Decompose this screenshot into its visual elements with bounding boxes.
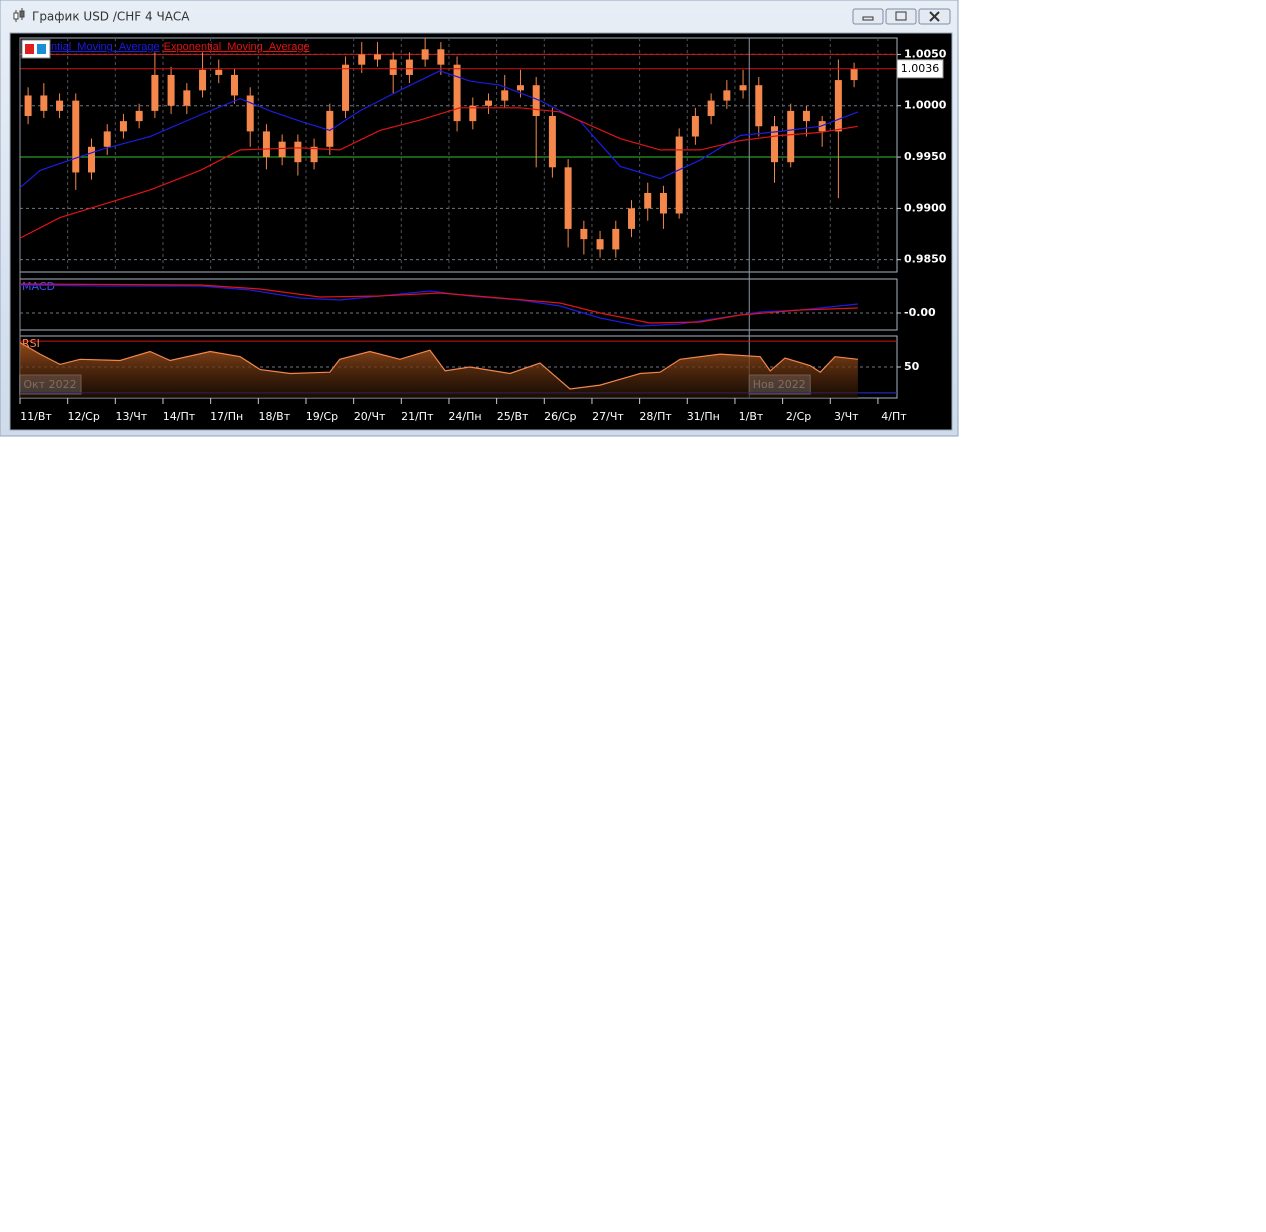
candle-body: [135, 110, 143, 122]
candle-body: [771, 126, 779, 163]
candle-body: [580, 228, 588, 240]
y-tick-label: 0.9850: [904, 253, 947, 266]
candle-body: [739, 85, 747, 91]
x-tick-label: 11/Вт: [20, 410, 52, 423]
candle-body: [56, 100, 64, 111]
candle-body: [262, 131, 270, 158]
candle-body: [755, 85, 763, 127]
legend-icon-red: [25, 44, 34, 54]
candle-body: [373, 54, 381, 60]
candle-body: [691, 116, 699, 137]
candle-body: [802, 110, 810, 122]
y-tick-label: -0.00: [904, 306, 936, 319]
x-tick-label: 19/Ср: [306, 410, 338, 423]
x-tick-label: 18/Вт: [258, 410, 290, 423]
candle-body: [707, 100, 715, 116]
candle-body: [405, 59, 413, 75]
candle-body: [659, 192, 667, 214]
candle-body: [103, 131, 111, 147]
candle-body: [453, 64, 461, 122]
candle-body: [596, 239, 604, 250]
candle-body: [850, 68, 858, 81]
current-price-box: [896, 59, 944, 79]
candle-body: [230, 74, 238, 96]
candle-body: [215, 69, 223, 75]
x-tick-label: 25/Вт: [497, 410, 529, 423]
restore-button[interactable]: [885, 8, 917, 25]
candle-body: [787, 110, 795, 163]
candle-body: [151, 74, 159, 111]
candle-body: [199, 69, 207, 91]
candle-body: [358, 54, 366, 65]
x-tick-label: 31/Пн: [687, 410, 720, 423]
candle-body: [501, 90, 509, 101]
y-tick-label: 0.9950: [904, 150, 947, 163]
x-tick-label: 20/Чт: [354, 410, 386, 423]
candle-body: [469, 105, 477, 122]
window-icon: [13, 8, 25, 22]
panel-title: MACD: [22, 280, 55, 293]
candle-body: [628, 208, 636, 229]
legend-label: Exponential_Moving_Average: [164, 41, 310, 53]
chart-layer: 0.9850 0.9900 0.9950 1.0000 1.0050 11/Вт 12/Ср…: [19, 38, 947, 423]
x-tick-label: 2/Ср: [786, 410, 811, 423]
candle-body: [723, 90, 731, 101]
candle-body: [532, 85, 540, 116]
candle-body: [310, 146, 318, 163]
y-tick-label: 50: [904, 360, 920, 373]
candle-body: [278, 141, 286, 158]
candle-body: [834, 80, 842, 132]
candle-body: [87, 146, 95, 173]
candle-body: [548, 116, 556, 168]
y-tick-label: 1.0050: [904, 47, 947, 60]
area: [20, 342, 858, 398]
candle-body: [294, 141, 302, 163]
legend-label: ntial_Moving_Average: [51, 41, 160, 53]
candle-body: [516, 85, 524, 91]
legend-icon-blue: [37, 44, 46, 54]
candle-body: [24, 95, 32, 116]
x-tick-label: 28/Пт: [639, 410, 672, 423]
x-tick-label: 12/Ср: [67, 410, 99, 423]
x-tick-label: 27/Чт: [592, 410, 624, 423]
x-tick-label: 4/Пт: [881, 410, 907, 423]
x-tick-label: 3/Чт: [834, 410, 859, 423]
x-tick-label: 13/Чт: [115, 410, 147, 423]
candle-body: [421, 49, 429, 60]
candle-body: [246, 95, 254, 132]
candle-body: [389, 59, 397, 75]
candle-body: [40, 95, 48, 111]
candle-body: [342, 64, 350, 111]
close-button[interactable]: [918, 8, 951, 25]
candle-body: [818, 121, 826, 132]
candle-body: [675, 136, 683, 214]
y-tick-label: 0.9900: [904, 201, 947, 214]
current-price-label: 1.0036: [901, 62, 940, 75]
candle-body: [612, 228, 620, 250]
candle-body: [183, 90, 191, 106]
line: [19, 341, 858, 390]
line: [19, 70, 859, 189]
candle-body: [437, 49, 445, 65]
candle-body: [72, 100, 80, 173]
line: [19, 283, 858, 324]
minimize-button[interactable]: [852, 8, 884, 25]
x-tick-label: 17/Пн: [210, 410, 243, 423]
window-title: График USD /CHF 4 ЧАСА: [32, 10, 190, 24]
candle-body: [326, 110, 334, 147]
candle-body: [564, 167, 572, 229]
x-tick-label: 26/Ср: [544, 410, 576, 423]
x-tick-label: 1/Вт: [739, 410, 764, 423]
line: [19, 107, 858, 239]
candle-body: [119, 121, 127, 132]
x-tick-label: 21/Пт: [401, 410, 434, 423]
candle-body: [644, 192, 652, 209]
x-tick-label: 14/Пт: [163, 410, 196, 423]
candle-body: [485, 100, 493, 106]
candle-body: [167, 74, 175, 106]
y-tick-label: 1.0000: [904, 99, 947, 112]
x-tick-label: 24/Пн: [448, 410, 481, 423]
